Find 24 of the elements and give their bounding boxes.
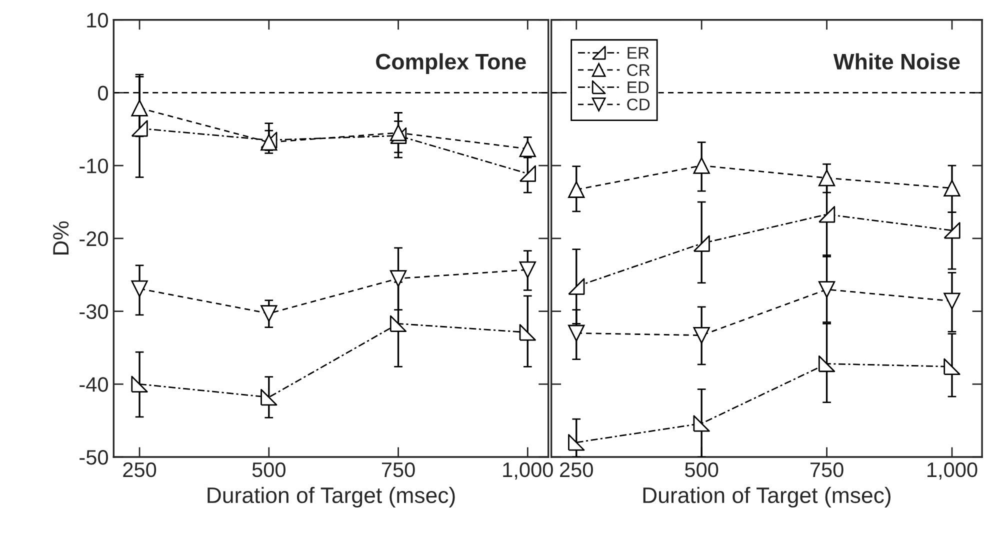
legend-label: CR: [627, 64, 650, 76]
x-tick-label: 500: [685, 462, 718, 478]
legend-label: ED: [628, 82, 649, 94]
y-tick-label: -40: [80, 377, 108, 392]
legend-label: CD: [627, 98, 650, 110]
y-tick-label: 10: [87, 12, 108, 28]
x-tick-label: 750: [382, 462, 415, 478]
text: White Noise: [833, 53, 960, 70]
y-tick-label: -30: [80, 304, 108, 320]
x-axis-title: Duration of Target (msec): [208, 486, 455, 508]
x-tick-label: 250: [560, 462, 593, 478]
y-tick-label: -20: [80, 231, 108, 246]
text: Complex Tone: [376, 53, 526, 74]
x-tick-label: 250: [123, 462, 156, 478]
y-tick-label: -50: [80, 450, 108, 465]
y-tick-label: -10: [80, 158, 108, 174]
x-axis-title: Duration of Target (msec): [643, 486, 890, 508]
y-axis-title: D%: [53, 221, 69, 255]
x-tick-label: 500: [252, 462, 286, 478]
legend-label: ER: [628, 47, 649, 59]
x-tick-label: 1,000: [503, 462, 553, 480]
y-tick-label: 0: [98, 86, 108, 100]
x-tick-label: 1,000: [928, 462, 978, 480]
x-tick-label: 750: [810, 462, 844, 478]
